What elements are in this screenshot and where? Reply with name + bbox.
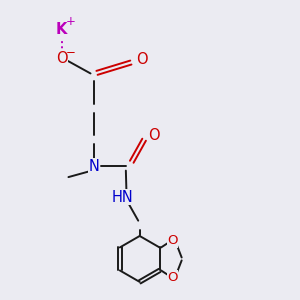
Text: HN: HN	[112, 190, 134, 205]
Text: −: −	[66, 46, 75, 59]
Text: O: O	[136, 52, 148, 67]
Text: O: O	[148, 128, 160, 143]
Text: O: O	[167, 271, 178, 284]
Text: +: +	[66, 15, 76, 28]
Text: N: N	[88, 159, 100, 174]
Text: O: O	[56, 51, 68, 66]
Text: O: O	[167, 234, 178, 247]
Text: K: K	[56, 22, 68, 37]
